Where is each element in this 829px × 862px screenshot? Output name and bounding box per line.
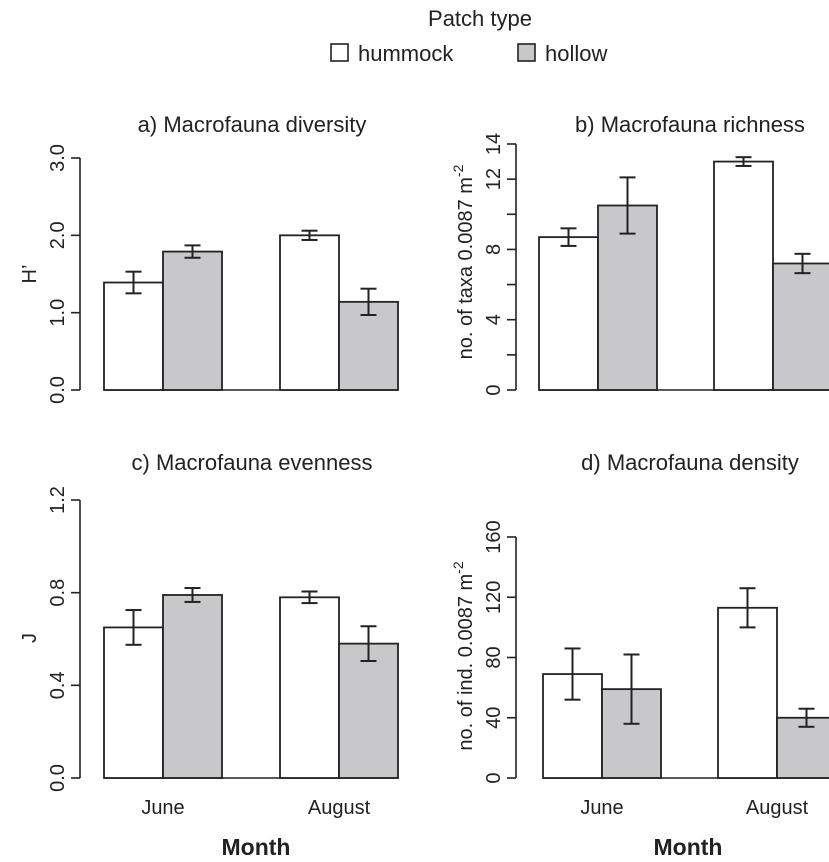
panel-title: d) Macrofauna density (581, 450, 799, 475)
bar-hummock-august (713, 160, 774, 391)
bar-hummock-august (279, 596, 340, 779)
y-tick-label: 80 (483, 646, 505, 668)
y-axis-label-text: no. of ind. 0.0087 m (455, 574, 477, 751)
bar-hummock-june (538, 236, 599, 391)
x-tick-label: August (308, 797, 371, 819)
x-tick-label: August (746, 797, 809, 819)
y-tick-label: 120 (483, 581, 505, 614)
y-tick-label: 0.0 (47, 376, 69, 404)
y-axis-label: H’ (19, 265, 41, 284)
legend-title: Patch type (428, 6, 532, 31)
panel-title: a) Macrofauna diversity (138, 112, 367, 137)
y-tick-label: 12 (483, 168, 505, 190)
y-axis-label-text: H’ (19, 265, 41, 284)
y-tick-label: 14 (483, 133, 505, 155)
legend-label-hollow: hollow (545, 41, 607, 66)
y-tick-label: 0 (483, 384, 505, 395)
y-tick-label: 3.0 (47, 144, 69, 172)
bar-hollow-june (162, 250, 223, 391)
bar-hollow-august (772, 262, 829, 391)
legend-label-hummock: hummock (358, 41, 454, 66)
panel-title: b) Macrofauna richness (575, 112, 805, 137)
y-tick-label: 2.0 (47, 221, 69, 249)
bar-hollow-june (597, 204, 658, 391)
x-tick-label: June (580, 797, 623, 819)
legend-swatch-hollow (517, 43, 536, 62)
bar-hollow-august (776, 716, 829, 779)
y-axis-label-superscript: -2 (450, 561, 466, 574)
bar-hollow-august (338, 642, 399, 779)
y-axis-label: J (19, 633, 41, 643)
bar-hollow-june (162, 594, 223, 779)
y-tick-label: 1.0 (47, 299, 69, 327)
y-axis-label-superscript: -2 (450, 164, 466, 177)
y-tick-label: 160 (483, 520, 505, 553)
y-tick-label: 0.8 (47, 579, 69, 607)
bar-hummock-june (103, 626, 164, 779)
y-tick-label: 0 (483, 772, 505, 783)
y-tick-label: 4 (483, 314, 505, 325)
y-tick-label: 0.0 (47, 764, 69, 792)
y-tick-label: 40 (483, 707, 505, 729)
panel-c: c) Macrofauna evenness 0.0 0.4 0.8 1.2 J June A… (19, 450, 399, 860)
y-tick-label: 8 (483, 244, 505, 255)
y-axis-label-text: no. of taxa 0.0087 m (455, 177, 477, 359)
y-tick-label: 0.4 (47, 671, 69, 699)
y-axis-label: no. of ind. 0.0087 m-2 (450, 561, 477, 750)
panel-a: a) Macrofauna diversity 0.0 1.0 2.0 3.0 H’ (19, 112, 399, 404)
y-axis-label: no. of taxa 0.0087 m-2 (450, 164, 477, 359)
panel-d: d) Macrofauna density 0 40 80 120 160 no. of i… (450, 450, 829, 860)
legend: Patch type hummock hollow (330, 6, 607, 66)
x-axis-label: Month (654, 834, 723, 860)
bar-hummock-june (103, 281, 164, 391)
x-axis-label: Month (222, 834, 291, 860)
y-tick-label: 1.2 (47, 486, 69, 514)
bar-hollow-august (338, 300, 399, 391)
panel-b: b) Macrofauna richness 0 4 8 12 14 no. of taxa… (450, 112, 829, 396)
bar-hummock-august (717, 606, 778, 779)
panel-title: c) Macrofauna evenness (132, 450, 373, 475)
bar-hummock-august (279, 234, 340, 391)
x-tick-label: June (141, 797, 184, 819)
legend-swatch-hummock (330, 43, 349, 62)
y-axis-label-text: J (19, 633, 41, 643)
